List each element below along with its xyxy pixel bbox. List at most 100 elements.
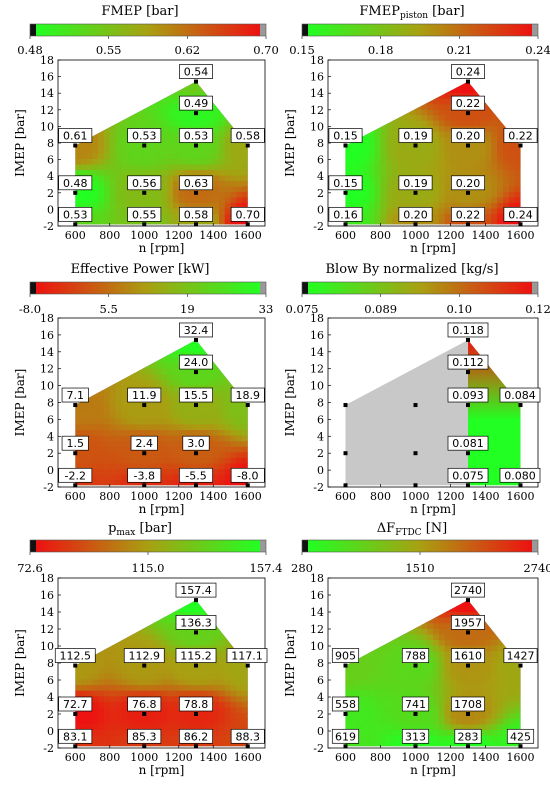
field-cell bbox=[231, 446, 237, 452]
field-cell bbox=[363, 147, 369, 153]
field-cell bbox=[439, 668, 445, 674]
y-tick-label: 2 bbox=[317, 447, 324, 460]
field-cell bbox=[231, 429, 237, 435]
field-cell bbox=[162, 413, 168, 419]
field-cell bbox=[173, 441, 179, 447]
field-cell bbox=[150, 628, 156, 634]
field-cell bbox=[242, 158, 248, 164]
field-cell bbox=[392, 651, 398, 657]
field-cell bbox=[156, 104, 162, 110]
field-cell bbox=[497, 153, 503, 159]
field-cell bbox=[133, 120, 139, 126]
field-cell bbox=[104, 424, 110, 430]
field-cell bbox=[351, 679, 357, 685]
data-label-text: 18.9 bbox=[236, 389, 261, 402]
field-cell bbox=[433, 662, 439, 668]
field-cell bbox=[185, 718, 191, 724]
field-cell bbox=[381, 219, 387, 225]
field-cell bbox=[104, 136, 110, 142]
field-cell bbox=[236, 153, 242, 159]
field-cell bbox=[231, 175, 237, 181]
x-tick-label: 600 bbox=[335, 751, 356, 764]
field-cell bbox=[497, 219, 503, 225]
field-cell bbox=[162, 634, 168, 640]
field-cell bbox=[150, 109, 156, 115]
field-cell bbox=[121, 713, 127, 719]
field-cell bbox=[121, 136, 127, 142]
field-cell bbox=[236, 180, 242, 186]
y-tick-label: 2 bbox=[47, 708, 54, 721]
field-cell bbox=[167, 197, 173, 203]
field-cell bbox=[156, 673, 162, 679]
field-cell bbox=[167, 441, 173, 447]
field-cell bbox=[491, 180, 497, 186]
field-cell bbox=[427, 153, 433, 159]
y-axis-label: IMEP [bar] bbox=[13, 629, 27, 697]
chart-panel-2: FMEPpiston [bar]0.15 0.18 0.21 0.24600 800 10… bbox=[283, 4, 550, 255]
field-cell bbox=[110, 158, 116, 164]
field-cell bbox=[381, 673, 387, 679]
field-cell bbox=[196, 634, 202, 640]
colorbar bbox=[308, 540, 532, 552]
field-cell bbox=[219, 713, 225, 719]
field-cell bbox=[497, 718, 503, 724]
field-cell bbox=[75, 718, 81, 724]
field-cell bbox=[208, 407, 214, 413]
field-cell bbox=[75, 673, 81, 679]
field-cell bbox=[81, 668, 87, 674]
colorbar bbox=[36, 282, 260, 294]
field-cell bbox=[190, 690, 196, 696]
data-label: 1.5 bbox=[62, 436, 88, 450]
field-cell bbox=[144, 679, 150, 685]
field-cell bbox=[167, 357, 173, 363]
field-cell bbox=[185, 634, 191, 640]
field-cell bbox=[515, 180, 521, 186]
field-cell bbox=[236, 407, 242, 413]
data-label: 24.0 bbox=[179, 355, 212, 369]
field-cell bbox=[497, 741, 503, 747]
y-tick-label: 0 bbox=[47, 464, 54, 477]
field-cell bbox=[509, 158, 515, 164]
field-cell bbox=[190, 418, 196, 424]
data-point bbox=[142, 744, 146, 748]
field-cell bbox=[386, 718, 392, 724]
field-cell bbox=[173, 429, 179, 435]
field-cell bbox=[462, 634, 468, 640]
field-cell bbox=[179, 197, 185, 203]
field-cell bbox=[491, 713, 497, 719]
field-cell bbox=[480, 158, 486, 164]
field-cell bbox=[242, 718, 248, 724]
field-cell bbox=[116, 435, 122, 441]
data-label-text: 1610 bbox=[454, 650, 482, 663]
field-cell bbox=[133, 634, 139, 640]
data-label-text: 136.3 bbox=[180, 616, 212, 629]
chart-title: Effective Power [kW] bbox=[71, 262, 210, 277]
data-label-text: 15.5 bbox=[184, 389, 209, 402]
field-cell bbox=[480, 153, 486, 159]
field-cell bbox=[231, 718, 237, 724]
colorbar-tick-label: 72.6 bbox=[17, 561, 43, 575]
data-point bbox=[466, 664, 470, 668]
field-cell bbox=[144, 673, 150, 679]
field-cell bbox=[173, 374, 179, 380]
x-axis-label: n [rpm] bbox=[139, 502, 185, 516]
field-cell bbox=[427, 109, 433, 115]
y-axis-label: IMEP [bar] bbox=[283, 109, 297, 177]
colorbar-low-cap bbox=[302, 540, 308, 552]
field-cell bbox=[156, 418, 162, 424]
field-cell bbox=[503, 191, 509, 197]
field-cell bbox=[486, 701, 492, 707]
data-point bbox=[194, 370, 198, 374]
field-cell bbox=[93, 413, 99, 419]
field-cell bbox=[162, 362, 168, 368]
field-cell bbox=[162, 175, 168, 181]
field-cell bbox=[93, 142, 99, 148]
field-cell bbox=[421, 142, 427, 148]
field-cell bbox=[139, 673, 145, 679]
colorbar-high-cap bbox=[260, 282, 266, 294]
field-cell bbox=[503, 147, 509, 153]
field-cell bbox=[202, 424, 208, 430]
field-cell bbox=[208, 673, 214, 679]
field-cell bbox=[421, 115, 427, 121]
field-cell bbox=[133, 153, 139, 159]
